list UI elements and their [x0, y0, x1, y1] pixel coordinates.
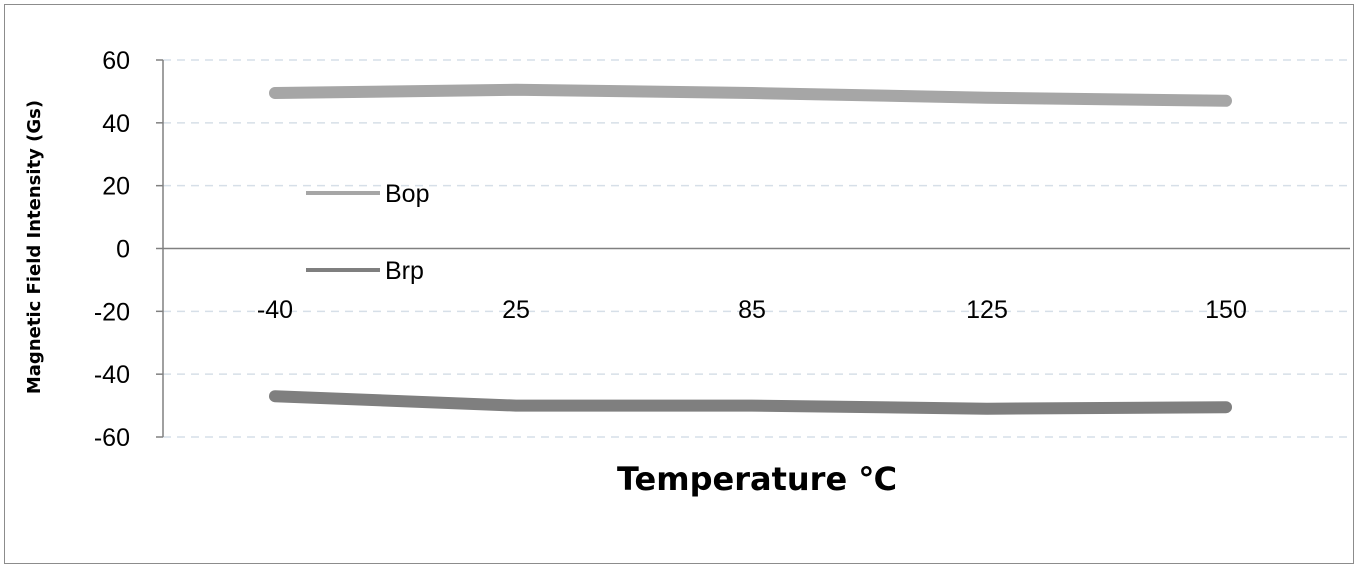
y-tick-label: 60 — [102, 47, 130, 75]
y-tick-label: -60 — [94, 424, 130, 452]
x-tick-label: 85 — [738, 296, 766, 324]
x-tick-label: 25 — [502, 296, 530, 324]
legend-label-bop: Bop — [385, 180, 429, 208]
y-tick-label: 0 — [116, 236, 130, 264]
series-line-brp — [269, 390, 1232, 415]
x-tick-label: 125 — [966, 296, 1008, 324]
series-line-bop — [269, 83, 1232, 107]
y-tick-label: -40 — [94, 361, 130, 389]
x-axis-ticks: -40 25 85 125 150 — [257, 296, 1247, 324]
x-tick-label: 150 — [1205, 296, 1247, 324]
y-axis-label: Magnetic Field Intensity (Gs) — [24, 100, 45, 394]
legend: Bop Brp — [306, 180, 429, 285]
gridlines — [163, 59, 1350, 438]
y-tick-label: 40 — [102, 110, 130, 138]
axes — [156, 59, 1350, 438]
x-tick-label: -40 — [257, 296, 293, 324]
y-tick-label: -20 — [94, 298, 130, 326]
y-tick-label: 20 — [102, 173, 130, 201]
x-axis-label: Temperature ℃ — [617, 460, 897, 498]
y-axis-ticks: 60 40 20 0 -20 -40 -60 — [94, 47, 130, 452]
legend-label-brp: Brp — [385, 257, 424, 285]
series-lines — [269, 83, 1232, 415]
